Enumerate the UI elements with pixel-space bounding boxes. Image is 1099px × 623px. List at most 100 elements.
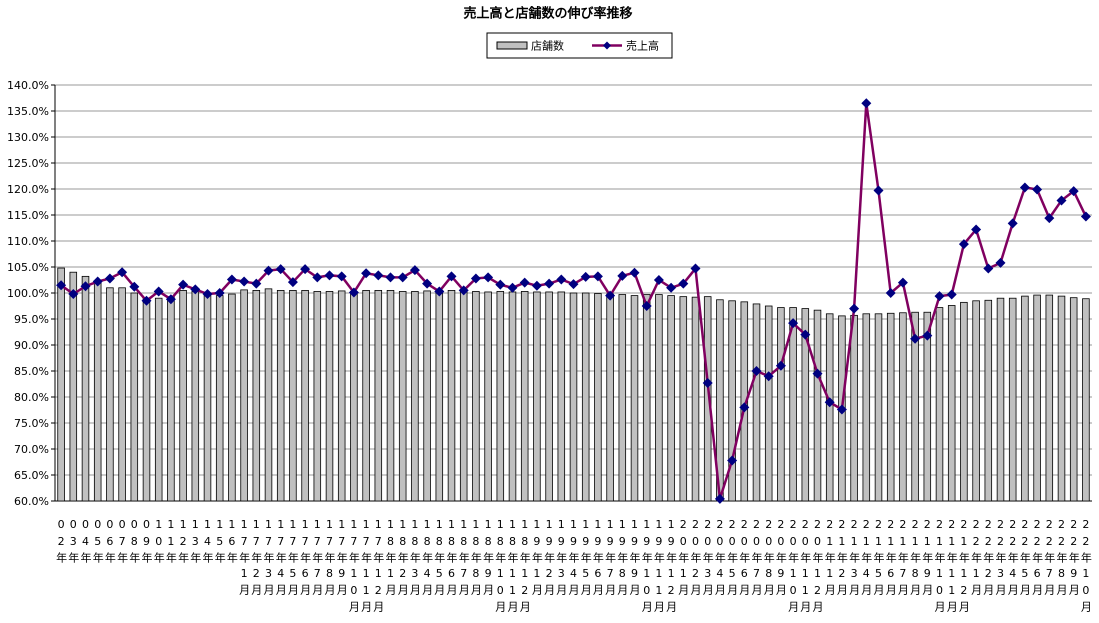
bar <box>447 289 456 502</box>
bar <box>106 287 114 502</box>
marker <box>617 270 628 281</box>
x-tick-label: 21年3月 <box>848 518 861 599</box>
x-tick-label: 17年4月 <box>274 518 287 599</box>
x-tick-label: 21年11月 <box>945 518 958 616</box>
marker <box>275 264 286 275</box>
bar <box>972 300 980 502</box>
marker <box>312 272 323 283</box>
bar <box>301 289 309 502</box>
y-tick-label: 110.0% <box>7 235 49 248</box>
bar <box>508 291 517 502</box>
x-tick-label: 19年6月 <box>591 518 604 599</box>
marker <box>544 278 555 289</box>
x-tick-label: 17年12月 <box>372 518 385 616</box>
marker <box>373 270 384 281</box>
x-tick-label: 20年4月 <box>713 518 726 599</box>
bar <box>215 295 224 502</box>
bar <box>1069 297 1078 502</box>
bar <box>740 301 749 502</box>
x-tick-label: 20年10月 <box>787 518 800 616</box>
bar <box>874 313 883 502</box>
bar <box>581 292 590 502</box>
bar <box>411 291 419 502</box>
bar <box>545 291 553 502</box>
marker <box>605 290 616 301</box>
x-tick-label: 18年8月 <box>469 518 482 599</box>
bar <box>1082 298 1090 502</box>
y-tick-label: 75.0% <box>14 417 49 430</box>
x-tick-label: 15年 <box>213 518 226 567</box>
bar <box>118 287 126 502</box>
marker <box>92 276 103 287</box>
x-tick-label: 18年10月 <box>494 518 507 616</box>
y-tick-label: 140.0% <box>7 79 49 92</box>
y-tick-label: 115.0% <box>7 209 49 222</box>
marker <box>897 277 908 288</box>
legend-label: 売上高 <box>626 39 659 53</box>
marker <box>751 366 762 376</box>
x-tick-label: 21年1月 <box>823 518 836 599</box>
bar <box>252 289 261 502</box>
bar <box>1008 297 1017 502</box>
x-tick-label: 18年6月 <box>445 518 458 599</box>
x-tick-label: 11年 <box>164 518 177 567</box>
x-tick-label: 17年9月 <box>335 518 348 599</box>
x-tick-label: 08年 <box>128 518 141 567</box>
x-tick-label: 18年9月 <box>482 518 495 599</box>
x-tick-label: 20年2月 <box>689 518 702 599</box>
marker <box>263 265 274 276</box>
marker <box>397 272 408 283</box>
marker <box>910 333 921 344</box>
marker <box>56 280 67 291</box>
y-tick-label: 105.0% <box>7 261 49 274</box>
x-tick-label: 17年1月 <box>238 518 251 599</box>
marker <box>641 301 652 311</box>
marker <box>348 287 359 298</box>
x-tick-label: 20年9月 <box>774 518 787 599</box>
y-tick-label: 125.0% <box>7 157 49 170</box>
bar <box>557 291 566 502</box>
bar <box>398 291 407 502</box>
x-tick-label: 22年8月 <box>1055 518 1068 599</box>
bar <box>179 289 187 502</box>
marker <box>1080 211 1091 222</box>
x-tick-label: 19年11月 <box>652 518 665 616</box>
bar <box>679 296 688 502</box>
bar <box>1033 294 1041 502</box>
marker <box>690 263 701 274</box>
x-tick-label: 18年5月 <box>433 518 446 599</box>
y-tick-label: 60.0% <box>14 495 49 508</box>
bar <box>1045 294 1054 502</box>
marker <box>434 286 445 297</box>
bar <box>142 297 151 502</box>
x-tick-label: 22年7月 <box>1043 518 1056 599</box>
bar <box>1057 295 1066 502</box>
bar <box>459 290 468 502</box>
bar <box>606 293 614 502</box>
x-tick-label: 07年 <box>116 518 129 567</box>
x-tick-label: 20年12月 <box>811 518 824 616</box>
marker <box>788 318 799 329</box>
x-tick-label: 20年11月 <box>799 518 812 616</box>
marker <box>214 288 225 298</box>
marker <box>775 360 786 371</box>
bar <box>630 295 639 502</box>
bar <box>703 296 712 502</box>
y-tick-label: 65.0% <box>14 469 49 482</box>
marker <box>934 291 945 302</box>
bar <box>642 294 651 502</box>
bar <box>240 289 248 502</box>
bar <box>289 289 297 502</box>
marker <box>1019 182 1030 193</box>
marker <box>800 329 811 340</box>
marker <box>1032 184 1043 195</box>
bar <box>569 292 578 502</box>
bar <box>886 312 895 502</box>
marker <box>556 274 567 285</box>
bar <box>423 290 431 502</box>
x-tick-label: 19年3月 <box>555 518 568 599</box>
marker <box>873 185 884 196</box>
chart-title: 売上高と店舗数の伸び率推移 <box>463 6 632 22</box>
y-tick-label: 70.0% <box>14 443 49 456</box>
x-tick-label: 19年5月 <box>579 518 592 599</box>
